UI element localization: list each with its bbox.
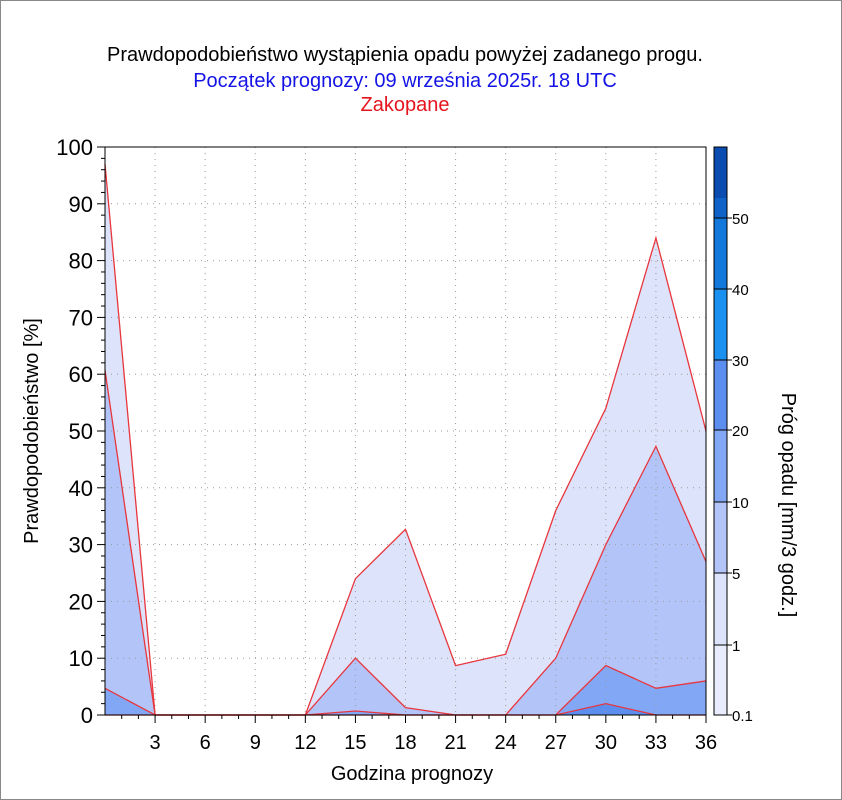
probability-areas [105,164,706,716]
x-axis-label: Godzina prognozy [331,763,493,785]
y-tick-label-50: 50 [69,419,93,444]
area-threshold-5 [105,665,706,715]
area-threshold-0.1 [105,164,706,716]
x-tick-label-27: 27 [545,732,567,754]
chart-location: Zakopane [361,94,450,116]
x-tick-label-24: 24 [495,732,517,754]
y-axis: 0 10 20 30 40 50 60 70 80 90 100 [56,135,105,728]
colorbar-segment-1 [714,573,727,645]
threshold-colorbar: 0.1 1 5 10 20 30 40 50 [713,146,753,725]
x-tick-label-3: 3 [150,732,161,754]
colorbar-segment-4 [714,360,727,430]
colorbar-segment-0 [714,645,727,715]
y-tick-label-30: 30 [69,533,93,558]
colorbar-tick-label-50: 50 [732,211,749,228]
x-tick-label-6: 6 [200,732,211,754]
y-tick-label-60: 60 [69,362,93,387]
colorbar-segment-2 [714,502,727,573]
y-tick-label-80: 80 [69,249,93,274]
colorbar-tick-label-10: 10 [732,495,749,512]
area-threshold-10 [105,703,706,715]
colorbar-label: Próg opadu [mm/3 godz.] [777,393,799,618]
y-tick-label-90: 90 [69,192,93,217]
chart-subtitle: Początek prognozy: 09 września 2025r. 18… [193,70,617,92]
colorbar-tick-label-0.1: 0.1 [732,708,753,725]
y-tick-label-40: 40 [69,476,93,501]
colorbar-segment-6 [714,218,727,289]
colorbar-segment-5 [714,289,727,360]
colorbar-segment-8 [714,147,727,198]
y-tick-label-70: 70 [69,305,93,330]
x-tick-label-9: 9 [250,732,261,754]
colorbar-tick-label-40: 40 [732,282,749,299]
y-tick-label-100: 100 [56,135,93,160]
x-tick-label-33: 33 [645,732,667,754]
y-tick-label-20: 20 [69,589,93,614]
colorbar-segment-3 [714,430,727,502]
x-tick-label-12: 12 [294,732,316,754]
colorbar-segment-7 [714,198,727,218]
chart-title: Prawdopodobieństwo wystąpienia opadu pow… [107,44,703,66]
grid-lines [105,147,706,715]
area-threshold-1 [105,370,706,715]
colorbar-tick-label-20: 20 [732,423,749,440]
x-tick-label-30: 30 [595,732,617,754]
x-tick-label-21: 21 [444,732,466,754]
y-tick-label-0: 0 [81,703,93,728]
x-tick-label-18: 18 [394,732,416,754]
y-tick-label-10: 10 [69,646,93,671]
colorbar-tick-label-30: 30 [732,353,749,370]
colorbar-tick-label-1: 1 [732,638,740,655]
colorbar-tick-label-5: 5 [732,566,740,583]
y-axis-label: Prawdopodobieństwo [%] [21,318,43,544]
x-tick-label-15: 15 [344,732,366,754]
x-tick-label-36: 36 [695,732,717,754]
x-axis: 3 6 9 12 15 18 21 24 27 30 33 36 [121,715,717,754]
